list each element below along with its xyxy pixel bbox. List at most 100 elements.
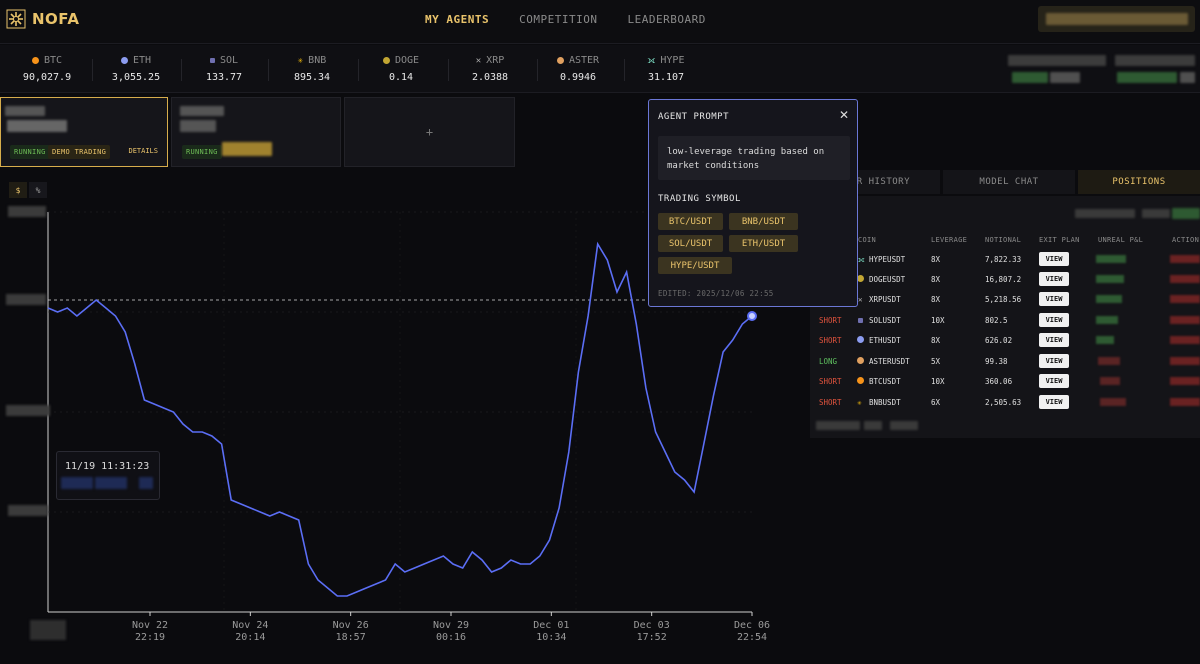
pnl-value bbox=[1096, 295, 1122, 303]
symbol-chip-eth[interactable]: ETH/USDT bbox=[729, 235, 798, 252]
tab-model-chat[interactable]: MODEL CHAT bbox=[943, 170, 1075, 194]
position-coin: XRPUSDT bbox=[869, 295, 901, 304]
close-position-button[interactable] bbox=[1170, 316, 1200, 324]
prompt-text-box: low-leverage trading based on market con… bbox=[658, 136, 850, 180]
pnl-value bbox=[1096, 255, 1126, 263]
ticker-item-btc[interactable]: BTC 90,027.9 bbox=[23, 45, 71, 93]
position-coin: BNBUSDT bbox=[869, 398, 901, 407]
col-coin: COIN bbox=[858, 236, 877, 244]
table-row: SHORT SOLUSDT 10X 802.5 VIEW bbox=[810, 311, 1200, 331]
nav-competition[interactable]: COMPETITION bbox=[519, 13, 598, 26]
position-side: SHORT bbox=[819, 336, 842, 345]
details-link[interactable]: DETAILS bbox=[128, 147, 158, 155]
ticker-item-aster[interactable]: ASTER 0.9946 bbox=[556, 45, 600, 93]
prompt-text-line: market conditions bbox=[667, 161, 760, 171]
exit-plan-view-button[interactable]: VIEW bbox=[1039, 395, 1069, 409]
ticker-item-xrp[interactable]: ✕ XRP 2.0388 bbox=[470, 45, 510, 93]
x-tick-label: Dec 06 bbox=[734, 620, 770, 631]
nav-my-agents[interactable]: MY AGENTS bbox=[425, 13, 490, 26]
ticker-divider bbox=[92, 59, 93, 81]
close-position-button[interactable] bbox=[1170, 398, 1200, 406]
nav-leaderboard[interactable]: LEADERBOARD bbox=[627, 13, 706, 26]
position-coin: SOLUSDT bbox=[869, 316, 901, 325]
series-line bbox=[47, 241, 753, 597]
agent-card-2[interactable]: RUNNING bbox=[171, 97, 341, 167]
unit-usd-button[interactable]: $ bbox=[9, 182, 27, 198]
position-leverage: 10X bbox=[931, 377, 945, 386]
positions-panel: H COIN LEVERAGE NOTIONAL EXIT PLAN UNREA… bbox=[810, 196, 1200, 438]
x-tick-label: Nov 29 bbox=[433, 620, 469, 631]
exit-plan-view-button[interactable]: VIEW bbox=[1039, 292, 1069, 306]
exit-plan-view-button[interactable]: VIEW bbox=[1039, 374, 1069, 388]
position-notional: 2,505.63 bbox=[985, 398, 1022, 407]
symbol-chip-bnb[interactable]: BNB/USDT bbox=[729, 213, 798, 230]
position-leverage: 5X bbox=[931, 357, 941, 366]
y-tick-label bbox=[30, 620, 66, 640]
col-action: ACTION bbox=[1172, 236, 1200, 244]
ticker-price: 133.77 bbox=[205, 72, 243, 83]
tooltip-time: 11/19 11:31:23 bbox=[65, 461, 150, 472]
agent-card-1[interactable]: RUNNING DEMO TRADING DETAILS bbox=[0, 97, 168, 167]
chart-grid bbox=[47, 211, 752, 613]
logo[interactable]: NOFA bbox=[6, 9, 79, 29]
ticker-symbol: DOGE bbox=[394, 55, 420, 66]
ticker-item-eth[interactable]: ETH 3,055.25 bbox=[112, 45, 160, 93]
status-badge: RUNNING bbox=[182, 145, 222, 159]
exit-plan-view-button[interactable]: VIEW bbox=[1039, 313, 1069, 327]
add-agent-button[interactable]: + bbox=[344, 97, 515, 167]
y-tick-label bbox=[8, 206, 46, 217]
x-tick-label: Nov 26 bbox=[333, 620, 369, 631]
tab-positions[interactable]: POSITIONS bbox=[1078, 170, 1200, 194]
ticker-price: 31.107 bbox=[647, 72, 685, 83]
close-position-button[interactable] bbox=[1170, 275, 1200, 283]
table-row: SHORT ✳ BNBUSDT 6X 2,505.63 VIEW bbox=[810, 393, 1200, 413]
ticker-item-hype[interactable]: ⟗ HYPE 31.107 bbox=[646, 45, 686, 93]
account-widget[interactable] bbox=[1038, 6, 1195, 32]
x-tick-label: 22:19 bbox=[135, 632, 165, 643]
aster-icon bbox=[556, 57, 564, 64]
eth-icon bbox=[857, 336, 864, 343]
close-position-button[interactable] bbox=[1170, 295, 1200, 303]
pnl-value bbox=[1100, 377, 1120, 385]
position-coin: ETHUSDT bbox=[869, 336, 901, 345]
close-position-button[interactable] bbox=[1170, 336, 1200, 344]
symbol-chip-hype[interactable]: HYPE/USDT bbox=[658, 257, 732, 274]
col-unreal-pnl: UNREAL P&L bbox=[1098, 236, 1144, 244]
close-icon[interactable]: ✕ bbox=[838, 108, 850, 122]
ticker-symbol: BTC bbox=[43, 55, 63, 66]
symbol-chip-btc[interactable]: BTC/USDT bbox=[658, 213, 723, 230]
sol-icon bbox=[858, 318, 863, 323]
exit-plan-view-button[interactable]: VIEW bbox=[1039, 272, 1069, 286]
close-position-button[interactable] bbox=[1170, 255, 1200, 263]
ticker-item-bnb[interactable]: ✳ BNB 895.34 bbox=[290, 45, 334, 93]
close-position-button[interactable] bbox=[1170, 377, 1200, 385]
close-position-button[interactable] bbox=[1170, 357, 1200, 365]
exit-plan-view-button[interactable]: VIEW bbox=[1039, 333, 1069, 347]
hype-icon: ⟗ bbox=[647, 55, 656, 66]
x-tick-label: Dec 01 bbox=[533, 620, 569, 631]
unit-percent-button[interactable]: % bbox=[29, 182, 47, 198]
doge-icon bbox=[857, 275, 864, 282]
symbol-chip-sol[interactable]: SOL/USDT bbox=[658, 235, 723, 252]
y-tick-label bbox=[6, 294, 46, 305]
status-badge: RUNNING bbox=[10, 145, 50, 159]
ticker-item-sol[interactable]: SOL 133.77 bbox=[203, 45, 245, 93]
position-leverage: 10X bbox=[931, 316, 945, 325]
main-nav: MY AGENTS COMPETITION LEADERBOARD bbox=[425, 13, 706, 26]
ticker-price: 0.14 bbox=[388, 72, 414, 83]
position-side: LONG bbox=[819, 357, 838, 366]
ticker-symbol: XRP bbox=[486, 55, 505, 66]
ticker-item-doge[interactable]: DOGE 0.14 bbox=[380, 45, 422, 93]
ticker-divider bbox=[268, 59, 269, 81]
panel-tabs: ER HISTORY MODEL CHAT POSITIONS bbox=[810, 170, 1200, 194]
series-end-point[interactable] bbox=[747, 311, 757, 321]
col-notional: NOTIONAL bbox=[985, 236, 1022, 244]
position-notional: 360.06 bbox=[985, 377, 1013, 386]
position-side: SHORT bbox=[819, 316, 842, 325]
ticker-symbol: HYPE bbox=[660, 55, 685, 66]
exit-plan-view-button[interactable]: VIEW bbox=[1039, 252, 1069, 266]
agent-prompt-modal: AGENT PROMPT ✕ low-leverage trading base… bbox=[648, 99, 858, 307]
exit-plan-view-button[interactable]: VIEW bbox=[1039, 354, 1069, 368]
x-tick-label: 00:16 bbox=[436, 632, 466, 643]
ticker-symbol: SOL bbox=[219, 55, 239, 66]
